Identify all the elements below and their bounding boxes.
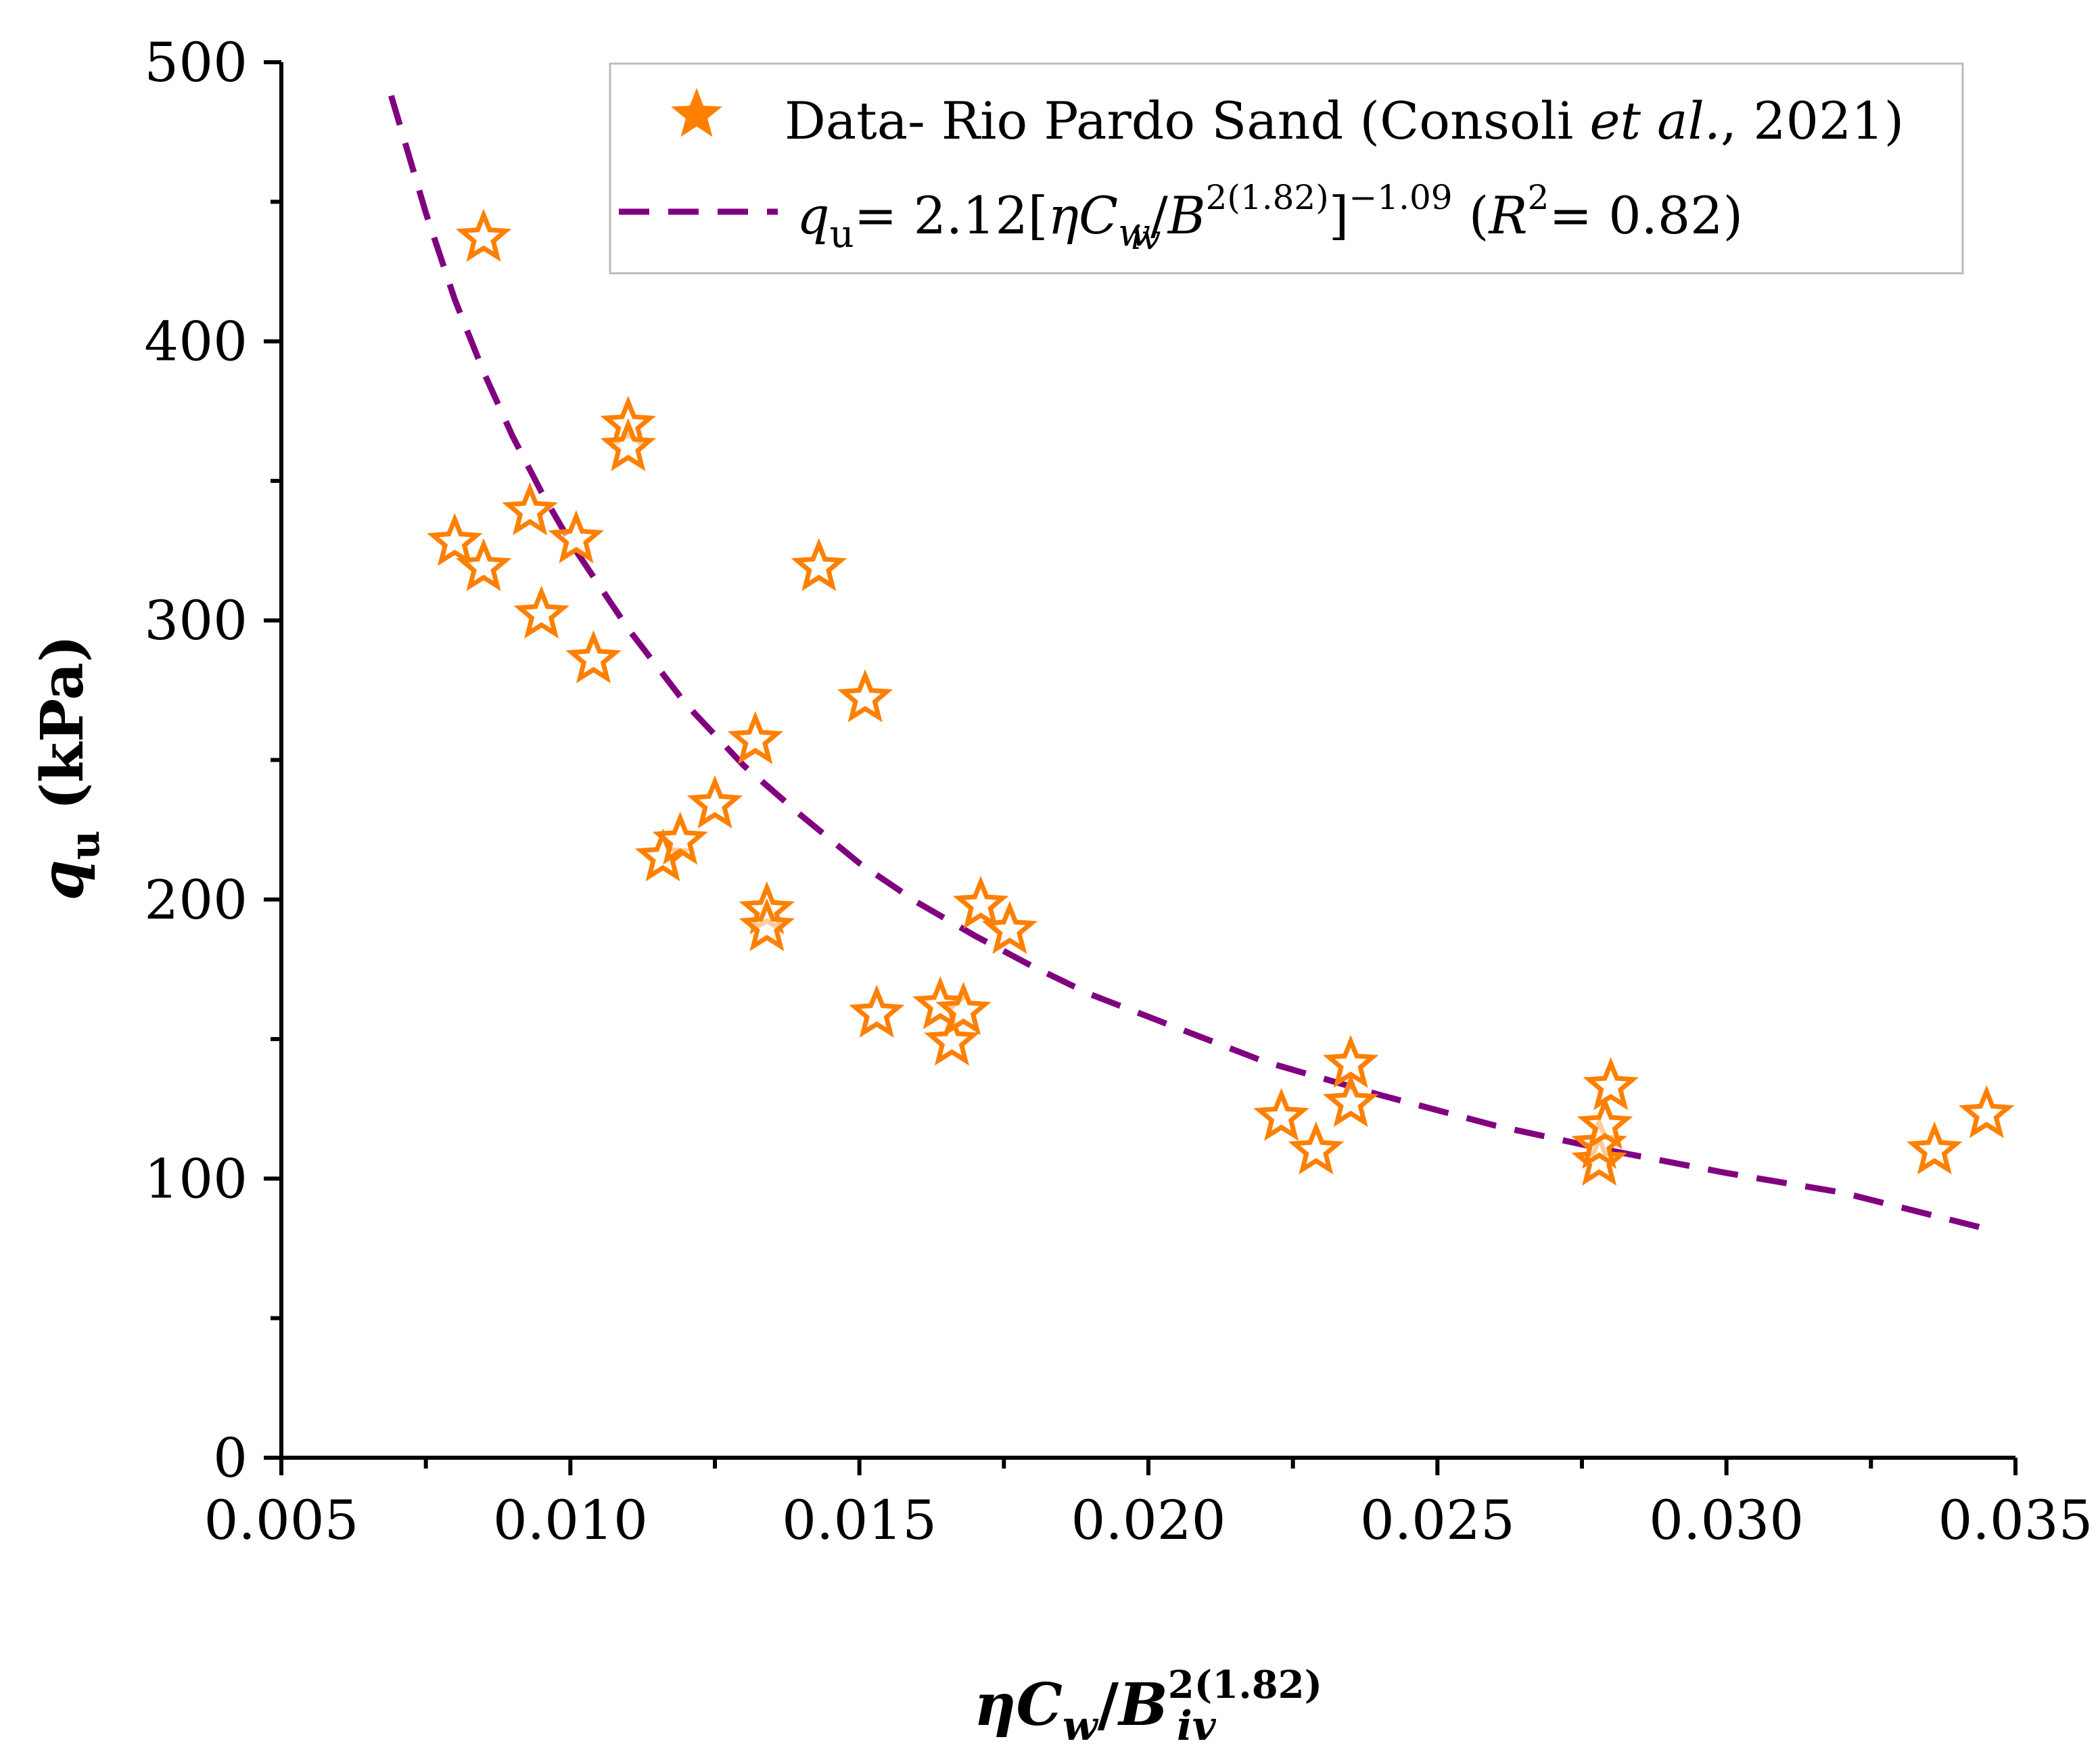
data-point-star	[513, 585, 569, 639]
y-axis-title-sub: u	[62, 831, 109, 860]
x-tick-label: 0.010	[493, 1489, 648, 1552]
data-point-star	[739, 898, 795, 952]
data-point-star	[924, 1012, 980, 1066]
y-tick-label: 400	[144, 310, 248, 373]
x-tick-label: 0.015	[782, 1489, 937, 1552]
legend-fit-eta: η	[1048, 185, 1079, 246]
data-point-star	[652, 811, 709, 865]
x-axis-title: ηCw/B2(1.82)	[974, 1663, 1322, 1750]
data-point-star	[1253, 1088, 1309, 1141]
data-point-star	[455, 538, 512, 591]
fit-curve-line	[388, 95, 1988, 1232]
data-point-star	[1577, 1096, 1633, 1150]
data-point-star	[600, 418, 657, 471]
legend-fit-r: R	[1487, 185, 1527, 246]
x-axis-title-w: w	[1063, 1703, 1099, 1750]
legend-fit-r-open: (	[1453, 185, 1489, 246]
legend-fit-exp: −1.09	[1349, 178, 1452, 217]
data-point-star	[791, 538, 847, 591]
y-tick-label: 0	[213, 1427, 248, 1490]
data-points-layer	[427, 208, 2015, 1186]
legend-fit-r-end: = 0.82)	[1549, 185, 1743, 246]
x-tick-label: 0.030	[1649, 1489, 1804, 1552]
y-tick-label: 300	[144, 589, 248, 652]
svg-text:qu (kPa): qu (kPa)	[28, 635, 109, 901]
axis-ticks: 0.005 0.010 0.015 0.020 0.025 0.030 0.035 0 100 2…	[144, 31, 2093, 1552]
data-point-star	[565, 630, 622, 684]
x-tick-label: 0.025	[1360, 1489, 1515, 1552]
x-axis-title-sub: iv	[1177, 1703, 1217, 1750]
data-point-star	[981, 900, 1038, 954]
y-axis-title-unit: (kPa)	[28, 635, 97, 831]
legend-fit-b: B	[1167, 185, 1206, 246]
data-point-star	[952, 875, 1009, 929]
data-point-star	[837, 669, 893, 722]
x-axis-title-eta: η	[974, 1671, 1017, 1739]
x-axis-title-b: B	[1117, 1671, 1168, 1739]
legend-fit-q-sub: u	[830, 212, 854, 256]
y-axis-title: qu (kPa)	[28, 635, 109, 901]
data-point-star	[686, 775, 743, 829]
legend-fit-close: ]	[1329, 185, 1349, 246]
x-axis-title-c: C	[1017, 1671, 1063, 1739]
x-tick-label: 0.035	[1938, 1489, 2093, 1552]
data-point-star	[727, 711, 784, 764]
data-point-star	[935, 982, 991, 1035]
data-point-star	[1571, 1132, 1627, 1186]
legend-fit-w: w	[1118, 211, 1150, 255]
legend-fit-eq-start: = 2.12[	[854, 185, 1048, 246]
x-axis-title-slash: /	[1098, 1671, 1119, 1739]
data-point-star	[1907, 1121, 1963, 1175]
legend-fit-b-sup: 2(1.82)	[1206, 178, 1329, 217]
y-axis-title-q: q	[28, 860, 97, 900]
legend-star-icon	[671, 88, 722, 137]
legend-fit-b-sub: iv	[1131, 218, 1161, 257]
legend-data-label-italic: et al.	[1589, 91, 1720, 151]
legend-fit-slash: /	[1150, 185, 1168, 246]
legend-box	[609, 62, 1964, 275]
legend-fit-r-sup: 2	[1528, 178, 1549, 217]
data-point-star	[849, 984, 905, 1038]
legend-fit-q: q	[797, 185, 830, 246]
data-point-star	[502, 482, 558, 536]
legend-data-label-main: Data- Rio Pardo Sand (Consoli	[785, 91, 1589, 151]
data-point-star	[455, 208, 512, 262]
y-tick-label: 200	[144, 869, 248, 931]
data-point-star	[1583, 1057, 1639, 1111]
x-axis-title-sup: 2(1.82)	[1168, 1663, 1322, 1707]
y-tick-label: 500	[144, 31, 248, 94]
data-point-star	[1288, 1121, 1345, 1175]
x-tick-label: 0.005	[204, 1489, 358, 1552]
legend-fit-label: qu= 2.12[ηCw/B2(1.82)]−1.09 (R2= 0.82)	[797, 178, 1743, 256]
legend-fit-c: C	[1079, 185, 1118, 246]
data-point-star	[1322, 1074, 1379, 1128]
x-tick-label: 0.020	[1071, 1489, 1226, 1552]
data-point-star	[1958, 1085, 2015, 1138]
legend-data-label-end: , 2021)	[1721, 91, 1904, 151]
legend-data-label: Data- Rio Pardo Sand (Consoli et al., 20…	[785, 91, 1904, 151]
data-point-star	[548, 510, 605, 563]
legend: Data- Rio Pardo Sand (Consoli et al., 20…	[609, 62, 1964, 275]
y-tick-label: 100	[144, 1147, 248, 1210]
fit-curve-layer	[388, 95, 1988, 1232]
data-point-star	[427, 513, 483, 566]
